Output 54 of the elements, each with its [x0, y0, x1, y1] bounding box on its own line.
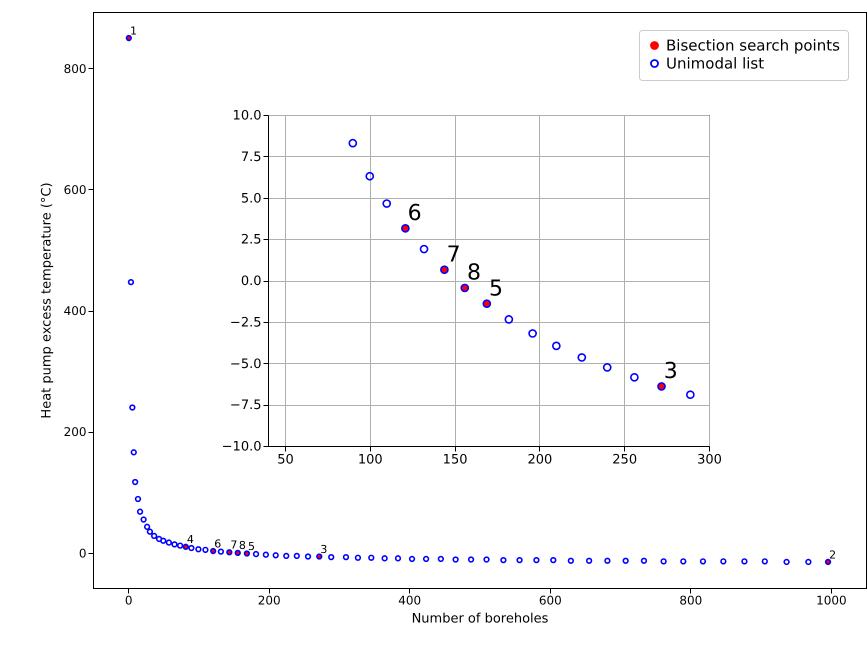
annotation: 6: [408, 201, 422, 226]
x-tick-label: 0: [124, 594, 132, 608]
x-tick-label: 300: [697, 452, 722, 468]
point: [348, 138, 358, 148]
annotation: 3: [664, 359, 678, 384]
y-tick-label: −2.5: [230, 315, 262, 330]
annotation: 8: [466, 260, 481, 286]
y-tick-label: 600: [64, 182, 86, 197]
legend-label: Unimodal list: [666, 54, 764, 72]
x-tick-label: 50: [277, 452, 294, 468]
y-tick-label: 2.5: [240, 232, 262, 248]
y-tick-label: 200: [64, 425, 86, 440]
annotation: 7: [446, 242, 461, 268]
point: [602, 363, 612, 372]
point: [365, 172, 374, 181]
x-tick-label: 600: [538, 594, 562, 608]
y-tick-label: 0.0: [240, 274, 262, 289]
x-tick-label: 150: [442, 452, 468, 468]
annotation: 2: [829, 548, 836, 562]
annotation: 5: [248, 540, 255, 553]
legend-label: Bisection search points: [666, 36, 840, 54]
point: [577, 353, 586, 362]
x-tick-label: 250: [612, 452, 638, 468]
y-tick-label: 400: [64, 304, 86, 318]
x-tick-label: 200: [258, 594, 281, 608]
x-axis-title: Number of boreholes: [412, 612, 549, 626]
x-tick-label: 200: [527, 452, 552, 468]
y-axis-title: Heat pump excess temperature (°C): [40, 182, 55, 419]
y-tick-label: 0: [78, 546, 86, 560]
x-tick-label: 400: [398, 594, 422, 608]
y-tick-label: −7.5: [230, 398, 262, 414]
annotation: 1: [130, 24, 137, 38]
x-tick-label: 800: [679, 594, 702, 608]
point: [528, 329, 537, 338]
y-tick-label: 800: [64, 62, 86, 76]
y-tick-label: −10.0: [222, 440, 262, 454]
annotation: 5: [489, 276, 504, 302]
annotation: 8: [238, 539, 246, 552]
annotation: 4: [186, 533, 194, 546]
annotation: 7: [230, 538, 238, 552]
x-tick-label: 100: [358, 452, 383, 468]
point: [382, 199, 392, 208]
y-tick-label: 7.5: [240, 150, 262, 165]
annotation: 3: [320, 542, 328, 556]
y-tick-label: 5.0: [240, 191, 262, 206]
point: [504, 315, 514, 324]
point: [420, 244, 428, 254]
point: [552, 342, 561, 350]
y-tick-label: −5.0: [230, 356, 262, 372]
x-tick-label: 1000: [816, 594, 847, 608]
annotation: 6: [214, 537, 222, 550]
y-tick-label: 10.0: [232, 108, 262, 124]
point: [686, 390, 695, 400]
point: [630, 372, 639, 382]
